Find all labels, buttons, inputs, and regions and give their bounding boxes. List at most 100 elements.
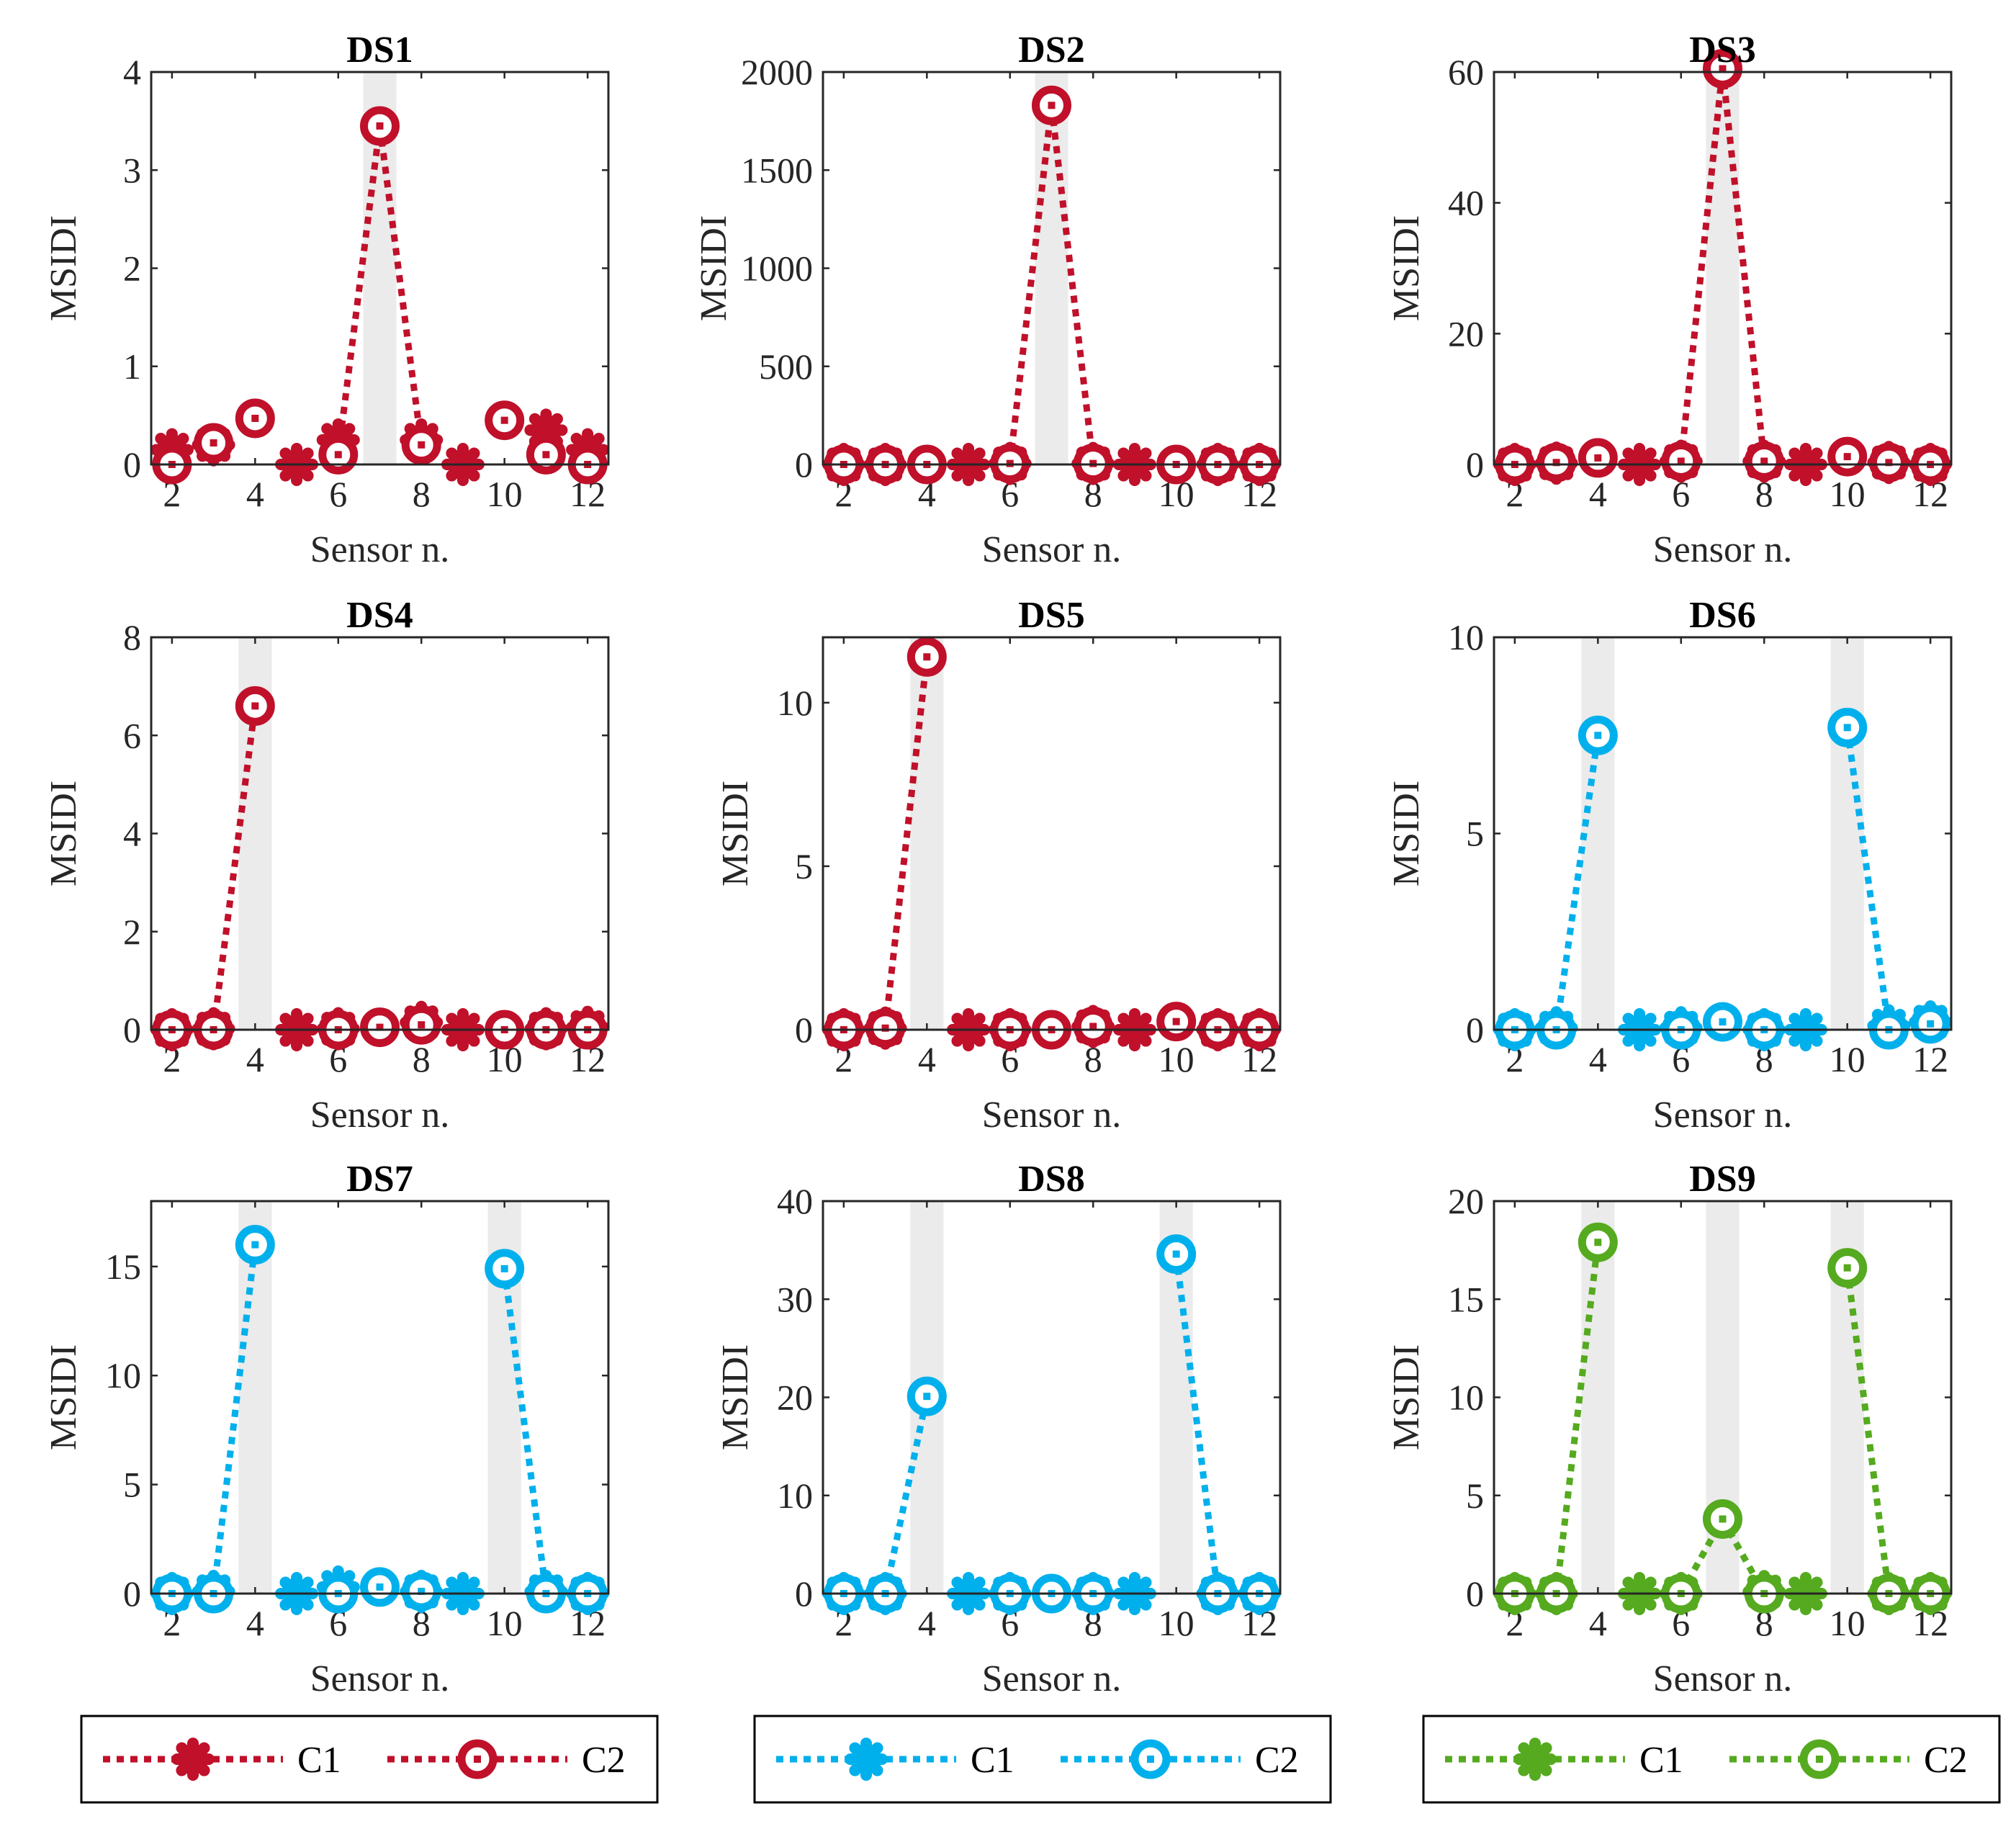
plot-area [151, 637, 608, 1030]
circle-marker-icon [1799, 1739, 1840, 1779]
plot-area [1494, 637, 1951, 1030]
chart-title: DS3 [1689, 30, 1755, 71]
highlight-band-sensor-7 [1706, 72, 1740, 464]
highlight-band-sensor-4 [910, 637, 944, 1030]
data-point-c2-sensor-6 [318, 434, 359, 475]
data-point-c2-sensor-10 [485, 400, 525, 441]
x-axis-label: Sensor n. [1653, 1658, 1793, 1699]
chart-title: DS5 [1018, 595, 1084, 636]
data-point-c2-sensor-10 [1827, 707, 1868, 747]
y-tick-label: 5 [1466, 1475, 1484, 1516]
axes-box [822, 636, 1282, 1031]
axes-box [150, 1200, 610, 1595]
data-point-c2-sensor-10 [1156, 1002, 1197, 1042]
plot-area [823, 1201, 1280, 1594]
x-tick-label: 4 [246, 474, 264, 514]
asterisk-marker-icon [171, 1738, 215, 1781]
legend-label-c2: C2 [582, 1740, 626, 1781]
x-tick-label: 10 [487, 1603, 523, 1643]
data-point-c2-sensor-10 [1827, 436, 1868, 477]
y-tick-label: 30 [777, 1279, 813, 1319]
x-axis-label: Sensor n. [982, 1095, 1122, 1136]
y-tick-label: 2 [123, 912, 141, 952]
y-tick-label: 4 [123, 814, 141, 854]
y-tick-label: 4 [123, 52, 141, 92]
data-point-c2-sensor-4 [1578, 715, 1618, 755]
legends: C1 C2 C1 C2 C1 C2 [80, 1715, 2001, 1804]
x-axis-label: Sensor n. [982, 1658, 1122, 1699]
legend-2: C1 C2 [753, 1715, 1332, 1804]
x-tick-label: 10 [1830, 1603, 1866, 1643]
legend-box [753, 1715, 1332, 1804]
y-tick-label: 20 [1448, 313, 1484, 354]
series-line-segment [1007, 104, 1055, 464]
plot-area [151, 1201, 608, 1594]
legend-3: C1 C2 [1422, 1715, 2001, 1804]
data-point-c2-sensor-7 [1032, 85, 1071, 125]
chart-title: DS4 [346, 595, 413, 636]
y-axis-label: MSIDI [1386, 1344, 1427, 1450]
axes-box [150, 71, 610, 466]
axes-box [150, 636, 610, 1031]
x-tick-label: 4 [1589, 1603, 1607, 1643]
y-tick-label: 0 [795, 1010, 813, 1050]
data-point-c2-sensor-4 [906, 1376, 947, 1416]
x-tick-label: 10 [1158, 1039, 1194, 1079]
chart-title: DS1 [346, 30, 413, 71]
series-line-segment [210, 1244, 258, 1594]
x-tick-label: 10 [1830, 1039, 1866, 1079]
data-point-c2-sensor-3 [194, 423, 234, 463]
x-tick-label: 4 [1589, 474, 1607, 514]
y-axis-label: MSIDI [715, 1344, 756, 1450]
x-axis-label: Sensor n. [1653, 1095, 1793, 1136]
legend-label-c1: C1 [297, 1740, 341, 1781]
x-tick-label: 8 [413, 1039, 431, 1079]
x-tick-label: 6 [329, 474, 347, 514]
data-point-c2-sensor-10 [485, 1249, 525, 1289]
data-point-c2-sensor-7 [1703, 48, 1742, 89]
data-point-c2-sensor-4 [235, 398, 275, 439]
data-point-c2-sensor-7 [360, 1007, 400, 1048]
asterisk-marker-icon [1513, 1738, 1557, 1781]
series-line-segment [882, 1396, 930, 1594]
y-tick-label: 0 [795, 1573, 813, 1614]
y-tick-label: 1500 [741, 150, 813, 190]
y-tick-label: 15 [105, 1246, 141, 1287]
x-tick-label: 4 [918, 1039, 936, 1079]
x-tick-label: 12 [1912, 1039, 1948, 1079]
chart-title: DS8 [1018, 1159, 1084, 1200]
y-tick-label: 20 [1448, 1181, 1484, 1221]
series-c2 [1495, 707, 1950, 1050]
y-tick-label: 10 [1448, 1378, 1484, 1418]
y-tick-label: 10 [105, 1355, 141, 1396]
legend-1: C1 C2 [80, 1715, 659, 1804]
y-axis-label: MSIDI [1386, 781, 1427, 886]
series-line-segment [335, 125, 383, 455]
y-tick-label: 0 [1466, 1573, 1484, 1614]
y-tick-label: 3 [123, 150, 141, 190]
x-tick-label: 10 [1830, 474, 1866, 514]
y-tick-label: 0 [123, 1573, 141, 1614]
legend-label-c1: C1 [971, 1740, 1014, 1781]
data-point-c2-sensor-11 [526, 434, 566, 475]
legend-box [1422, 1715, 2001, 1804]
axes-box [822, 1200, 1282, 1595]
y-axis-label: MSIDI [43, 781, 84, 886]
y-tick-label: 0 [123, 444, 141, 485]
data-point-c2-sensor-4 [235, 686, 275, 726]
axes-box [822, 71, 1282, 466]
x-axis-label: Sensor n. [1653, 529, 1793, 570]
series-line-segment [1844, 1267, 1892, 1594]
y-tick-label: 5 [795, 846, 813, 886]
y-tick-label: 60 [1448, 52, 1484, 92]
data-point-c2-sensor-3 [865, 1008, 906, 1048]
data-point-c2-sensor-4 [1578, 1222, 1618, 1262]
y-axis-label: MSIDI [43, 1344, 84, 1450]
x-axis-label: Sensor n. [982, 529, 1122, 570]
